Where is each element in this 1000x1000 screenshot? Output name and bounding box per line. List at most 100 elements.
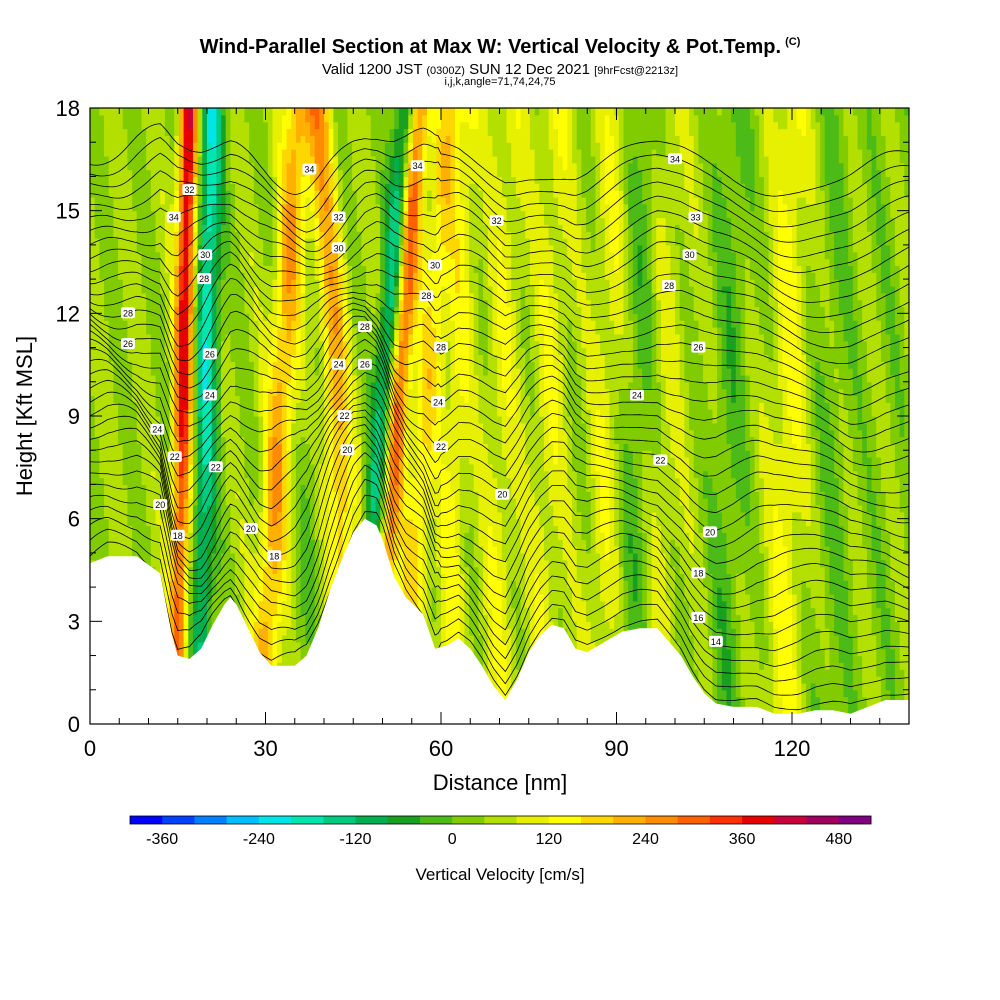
- velocity-cell: [249, 628, 255, 636]
- velocity-cell: [94, 395, 100, 403]
- velocity-cell: [309, 532, 316, 540]
- velocity-cell: [118, 128, 124, 136]
- velocity-cell: [113, 190, 119, 198]
- velocity-cell: [90, 525, 96, 533]
- velocity-cell: [160, 251, 166, 260]
- velocity-cell: [202, 238, 208, 246]
- velocity-cell: [207, 484, 213, 492]
- velocity-cell: [118, 169, 124, 178]
- velocity-cell: [94, 347, 100, 355]
- velocity-cell: [230, 511, 236, 520]
- velocity-cell: [169, 593, 175, 602]
- velocity-cell: [244, 511, 250, 520]
- velocity-cell: [99, 546, 105, 554]
- velocity-cell: [314, 580, 320, 588]
- velocity-cell: [291, 285, 297, 294]
- velocity-cell: [192, 539, 199, 547]
- velocity-cell: [104, 292, 110, 301]
- velocity-cell: [263, 258, 269, 267]
- velocity-cell: [295, 635, 302, 643]
- velocity-cell: [132, 491, 138, 499]
- velocity-cell: [192, 504, 199, 513]
- velocity-cell: [328, 224, 334, 232]
- velocity-cell: [169, 272, 175, 280]
- velocity-cell: [221, 340, 227, 349]
- velocity-cell: [239, 361, 246, 369]
- velocity-cell: [309, 607, 316, 616]
- velocity-cell: [272, 149, 278, 157]
- velocity-cell: [104, 504, 110, 513]
- velocity-cell: [211, 279, 217, 287]
- velocity-cell: [225, 374, 231, 383]
- velocity-cell: [328, 149, 334, 157]
- velocity-cell: [328, 190, 334, 198]
- velocity-cell: [136, 402, 143, 410]
- velocity-cell: [230, 313, 236, 321]
- velocity-cell: [338, 190, 344, 198]
- velocity-cell: [300, 635, 306, 643]
- velocity-cell: [174, 313, 180, 321]
- velocity-cell: [295, 265, 302, 273]
- velocity-cell: [146, 525, 152, 533]
- velocity-cell: [188, 340, 194, 349]
- velocity-cell: [136, 299, 143, 308]
- velocity-cell: [192, 498, 199, 506]
- velocity-cell: [328, 231, 334, 239]
- velocity-cell: [94, 108, 100, 116]
- velocity-cell: [305, 155, 311, 164]
- velocity-cell: [160, 559, 166, 568]
- velocity-cell: [333, 203, 339, 212]
- velocity-cell: [305, 539, 311, 547]
- velocity-cell: [160, 573, 166, 581]
- velocity-cell: [328, 484, 334, 492]
- velocity-cell: [160, 354, 166, 362]
- velocity-cell: [333, 128, 339, 136]
- velocity-cell: [314, 511, 320, 520]
- velocity-cell: [253, 299, 260, 308]
- velocity-cell: [108, 340, 114, 349]
- velocity-cell: [258, 463, 264, 472]
- velocity-cell: [174, 183, 180, 191]
- velocity-cell: [338, 169, 344, 178]
- velocity-cell: [94, 354, 100, 362]
- velocity-cell: [324, 135, 330, 143]
- velocity-cell: [108, 142, 114, 150]
- velocity-cell: [309, 368, 316, 376]
- velocity-cell: [155, 292, 161, 301]
- velocity-cell: [253, 600, 260, 609]
- velocity-cell: [155, 217, 161, 225]
- velocity-cell: [281, 539, 288, 547]
- velocity-cell: [127, 149, 133, 157]
- velocity-cell: [263, 641, 269, 650]
- velocity-cell: [277, 374, 283, 383]
- velocity-cell: [258, 395, 264, 403]
- velocity-cell: [94, 210, 100, 219]
- velocity-cell: [286, 224, 292, 232]
- velocity-cell: [230, 244, 236, 253]
- velocity-cell: [122, 135, 129, 143]
- velocity-cell: [197, 142, 203, 150]
- velocity-cell: [267, 477, 274, 486]
- velocity-cell: [342, 190, 348, 198]
- velocity-cell: [122, 498, 129, 506]
- velocity-cell: [291, 580, 297, 588]
- velocity-cell: [118, 155, 124, 164]
- velocity-cell: [207, 600, 213, 609]
- velocity-cell: [286, 409, 292, 417]
- velocity-cell: [108, 128, 114, 136]
- velocity-cell: [286, 450, 292, 458]
- velocity-cell: [319, 504, 325, 513]
- velocity-cell: [155, 149, 161, 157]
- velocity-cell: [328, 539, 334, 547]
- velocity-cell: [183, 443, 189, 451]
- velocity-cell: [113, 518, 119, 527]
- velocity-cell: [239, 422, 246, 431]
- velocity-cell: [136, 409, 143, 417]
- velocity-cell: [221, 395, 227, 403]
- velocity-cell: [300, 498, 306, 506]
- velocity-cell: [249, 511, 255, 520]
- velocity-cell: [324, 265, 330, 273]
- velocity-cell: [286, 470, 292, 479]
- velocity-cell: [192, 176, 199, 184]
- velocity-cell: [263, 525, 269, 533]
